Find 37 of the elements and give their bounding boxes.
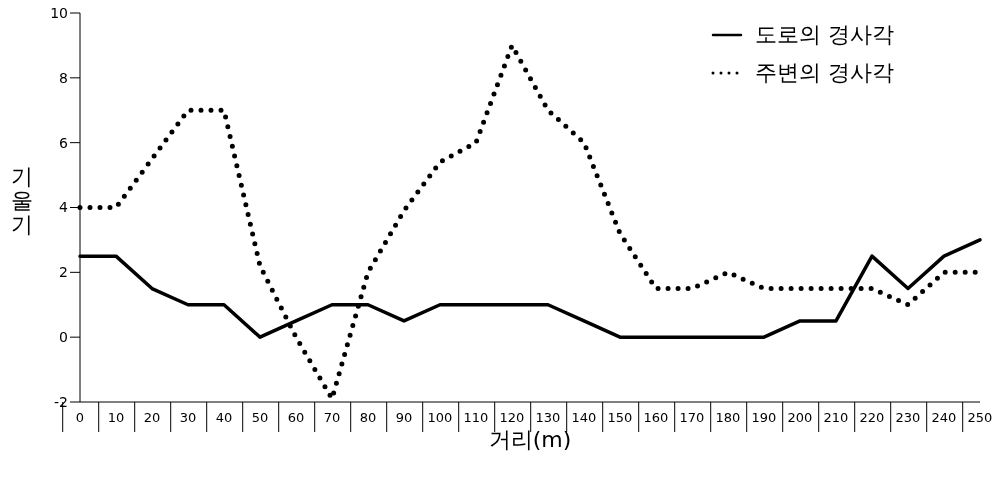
x-tick-label: 60 bbox=[287, 410, 305, 425]
legend-label: 도로의 경사각 bbox=[755, 21, 894, 49]
x-tick-label: 210 bbox=[823, 410, 849, 425]
x-tick-label: 100 bbox=[427, 410, 453, 425]
x-tick-label: 0 bbox=[75, 410, 85, 425]
x-tick-label: 30 bbox=[179, 410, 197, 425]
y-tick-label: -2 bbox=[54, 393, 68, 410]
x-tick-label: 70 bbox=[323, 410, 341, 425]
x-tick-label: 120 bbox=[499, 410, 525, 425]
y-tick-label: 6 bbox=[59, 134, 69, 151]
x-tick-label: 20 bbox=[143, 410, 161, 425]
x-tick-label: 110 bbox=[463, 410, 489, 425]
y-tick-label: 10 bbox=[50, 4, 68, 21]
y-axis-title: 기울기 bbox=[11, 163, 33, 237]
y-tick-label: 2 bbox=[59, 264, 68, 281]
x-tick-label: 240 bbox=[931, 410, 957, 425]
x-tick-label: 170 bbox=[679, 410, 705, 425]
x-tick-label: 220 bbox=[859, 410, 885, 425]
x-tick-label: 50 bbox=[251, 410, 269, 425]
y-tick-label: 8 bbox=[59, 69, 68, 86]
x-tick-label: 40 bbox=[215, 410, 233, 425]
x-tick-label: 90 bbox=[395, 410, 413, 425]
x-tick-label: 250 bbox=[967, 410, 993, 425]
x-axis-title: 거리(m) bbox=[488, 427, 572, 452]
y-tick-label: 4 bbox=[59, 199, 69, 216]
legend-label: 주변의 경사각 bbox=[755, 59, 894, 87]
x-tick-label: 230 bbox=[895, 410, 921, 425]
x-tick-label: 150 bbox=[607, 410, 633, 425]
x-tick-label: 180 bbox=[715, 410, 741, 425]
x-tick-label: 80 bbox=[359, 410, 377, 425]
x-tick-label: 140 bbox=[571, 410, 597, 425]
x-tick-label: 130 bbox=[535, 410, 561, 425]
x-tick-label: 200 bbox=[787, 410, 813, 425]
y-tick-label: 0 bbox=[59, 329, 68, 346]
x-tick-label: 190 bbox=[751, 410, 777, 425]
x-tick-label: 160 bbox=[643, 410, 669, 425]
x-tick-label: 10 bbox=[107, 410, 125, 425]
